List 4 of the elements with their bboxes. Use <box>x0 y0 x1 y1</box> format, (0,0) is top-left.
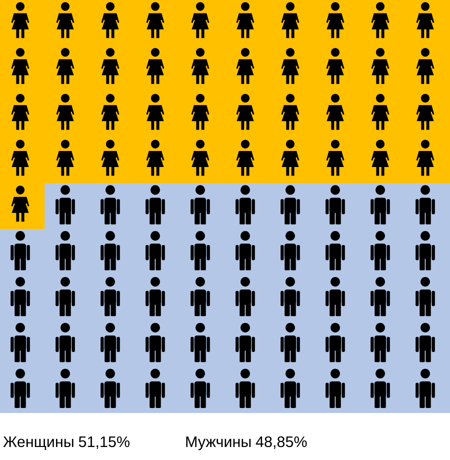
category-label: Мужчины <box>186 436 251 450</box>
data-label: 48,85% <box>256 436 307 449</box>
category-label: Женщины <box>3 436 74 450</box>
data-label: 51,15% <box>78 436 130 449</box>
